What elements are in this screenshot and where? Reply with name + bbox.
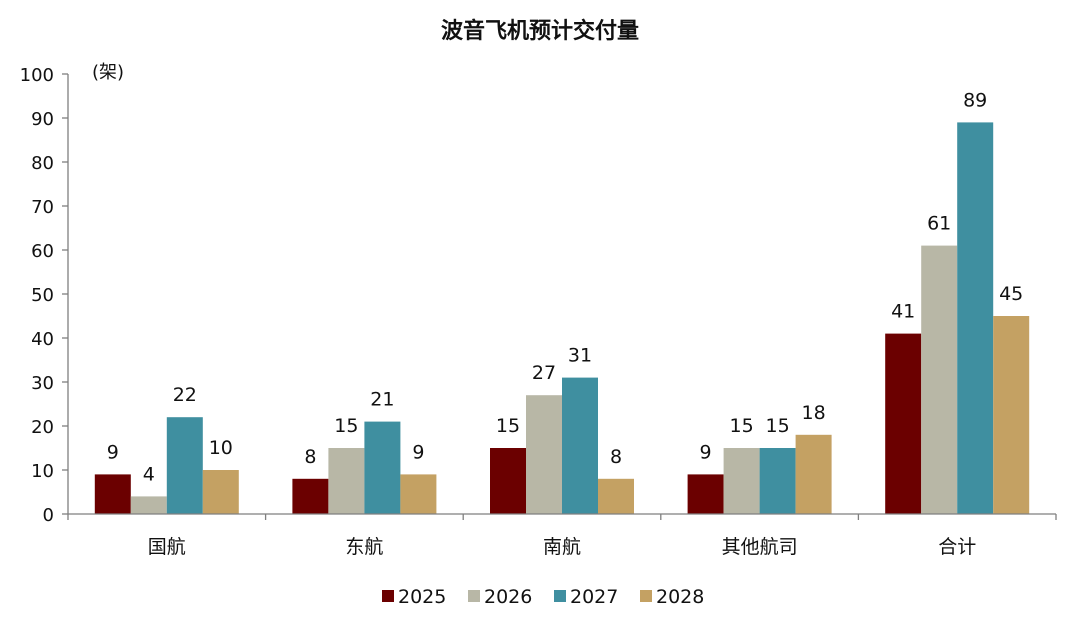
data-label: 15 — [730, 415, 754, 437]
y-tick-label: 20 — [31, 417, 54, 438]
chart-title: 波音飞机预计交付量 — [441, 18, 639, 44]
bar-2025-4 — [885, 333, 922, 514]
y-axis-unit: (架) — [92, 62, 124, 83]
bar-2027-1 — [364, 421, 401, 514]
data-label: 15 — [334, 415, 358, 437]
bar-2026-3 — [723, 448, 760, 514]
category-label: 南航 — [543, 536, 581, 558]
bar-2027-0 — [166, 417, 203, 514]
data-label: 9 — [700, 441, 712, 463]
bar-2028-1 — [400, 474, 437, 514]
bar-2028-2 — [598, 478, 634, 514]
y-tick-label: 80 — [31, 153, 54, 174]
category-labels: 国航 东航 南航 其他航司 合计 — [148, 536, 976, 558]
data-label: 9 — [412, 441, 424, 463]
category-label: 合计 — [938, 536, 976, 558]
y-tick-label: 100 — [20, 65, 54, 86]
bars — [94, 122, 1030, 515]
y-tick-label: 30 — [31, 373, 54, 394]
y-tick-label: 40 — [31, 329, 54, 350]
data-label: 45 — [999, 283, 1023, 305]
bar-2025-2 — [490, 448, 526, 514]
data-label: 27 — [532, 362, 556, 384]
category-label: 国航 — [148, 536, 186, 558]
data-label: 8 — [610, 446, 622, 468]
bar-2028-0 — [202, 470, 239, 514]
data-label: 8 — [304, 446, 316, 468]
data-label: 61 — [927, 213, 951, 235]
bar-2026-4 — [921, 245, 958, 514]
legend-swatch-2027 — [554, 590, 566, 602]
y-axis-ticks: 0 10 20 30 40 50 60 70 80 90 100 — [20, 65, 68, 526]
data-label: 15 — [496, 415, 520, 437]
data-label: 89 — [963, 89, 987, 111]
data-label: 10 — [209, 437, 233, 459]
category-label: 其他航司 — [722, 536, 798, 558]
x-axis-tick-marks — [67, 514, 1057, 520]
y-tick-label: 60 — [31, 241, 54, 262]
bar-2025-1 — [292, 478, 329, 514]
bar-2026-0 — [130, 496, 167, 514]
data-label: 21 — [370, 389, 394, 411]
legend-label-2028: 2028 — [656, 586, 704, 608]
bar-2026-1 — [328, 448, 365, 514]
legend-swatch-2025 — [382, 590, 394, 602]
bar-2028-3 — [795, 434, 832, 514]
data-label: 41 — [891, 301, 915, 323]
data-label: 18 — [802, 402, 826, 424]
bar-2025-3 — [687, 474, 724, 514]
y-tick-label: 0 — [43, 505, 54, 526]
y-tick-label: 70 — [31, 197, 54, 218]
legend: 2025 2026 2027 2028 — [382, 586, 704, 608]
data-label: 9 — [107, 441, 119, 463]
bar-2027-2 — [562, 377, 598, 514]
y-tick-label: 90 — [31, 109, 54, 130]
legend-label-2025: 2025 — [398, 586, 446, 608]
y-tick-label: 10 — [31, 461, 54, 482]
y-tick-label: 50 — [31, 285, 54, 306]
legend-label-2026: 2026 — [484, 586, 532, 608]
bar-2025-0 — [94, 474, 131, 514]
bar-2028-4 — [993, 316, 1030, 514]
data-label: 15 — [766, 415, 790, 437]
category-label: 东航 — [345, 536, 383, 558]
bar-2026-2 — [526, 395, 562, 514]
legend-label-2027: 2027 — [570, 586, 618, 608]
bar-2027-4 — [957, 122, 994, 515]
data-label: 31 — [568, 345, 592, 367]
legend-swatch-2028 — [640, 590, 652, 602]
bar-2027-3 — [759, 448, 796, 514]
data-label: 4 — [143, 463, 155, 485]
data-label: 22 — [173, 384, 197, 406]
legend-swatch-2026 — [468, 590, 480, 602]
